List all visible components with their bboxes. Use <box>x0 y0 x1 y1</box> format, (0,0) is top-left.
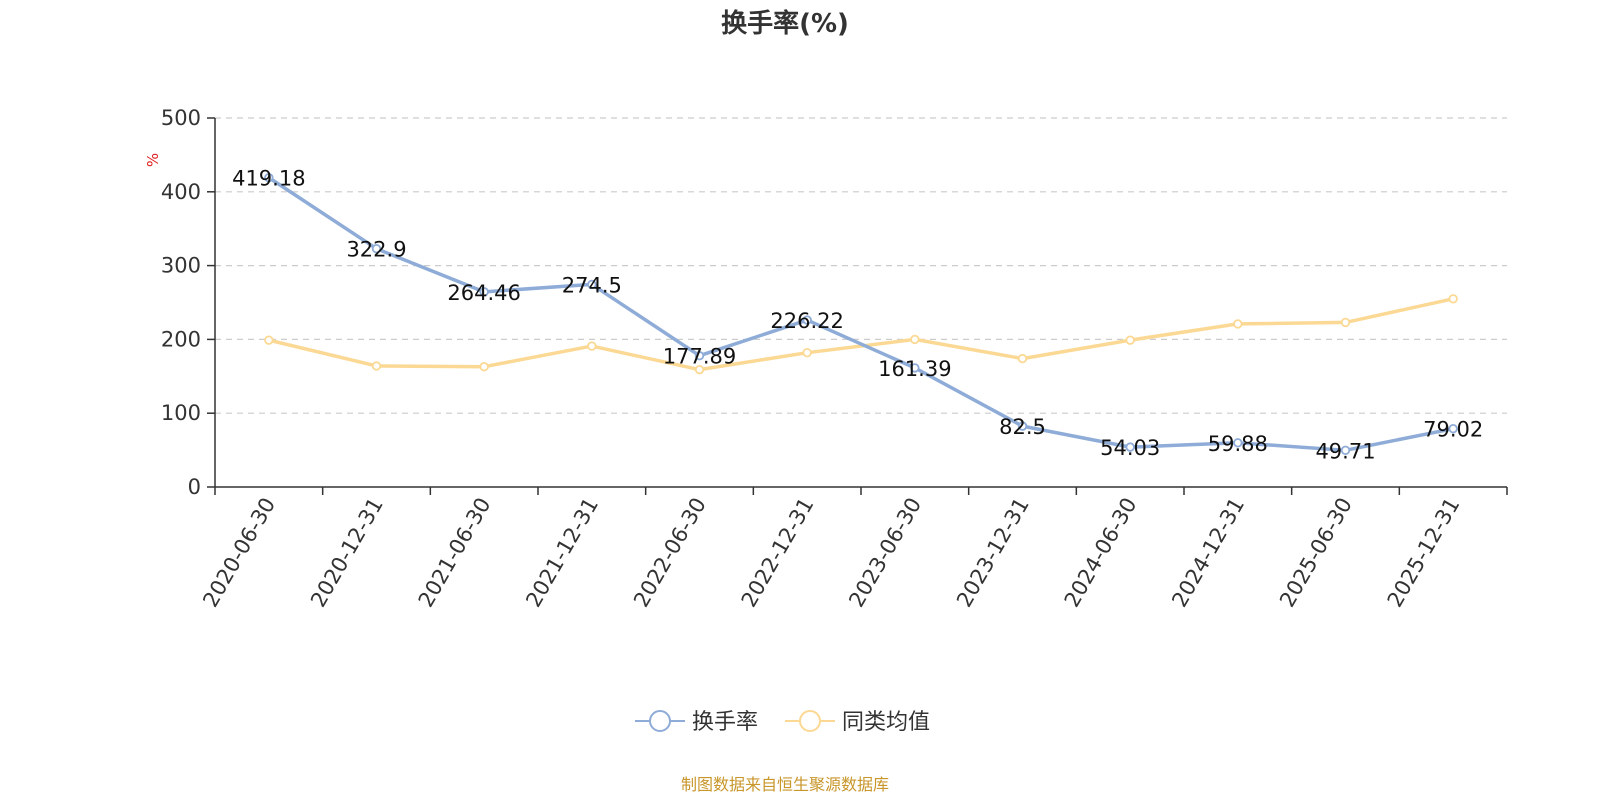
y-tick-label: 0 <box>188 475 201 499</box>
x-tick-label: 2022-06-30 <box>629 494 711 612</box>
data-point <box>802 347 812 358</box>
data-point <box>264 172 274 183</box>
data-point <box>479 362 489 372</box>
data-point <box>371 361 382 371</box>
data-point <box>1017 421 1028 431</box>
x-tick-label: 2024-06-30 <box>1060 494 1142 612</box>
gridlines <box>215 117 1507 414</box>
y-tick-label: 500 <box>161 106 201 130</box>
data-label: 419.18 <box>232 167 305 191</box>
series-line-peer-average <box>267 297 1455 372</box>
data-point <box>587 279 597 290</box>
legend-label: 换手率 <box>692 710 758 735</box>
data-point <box>1448 423 1458 434</box>
data-point <box>1340 317 1351 328</box>
data-label: 49.71 <box>1315 439 1375 463</box>
y-tick-label: 100 <box>161 401 201 425</box>
data-point <box>1448 294 1458 304</box>
data-point <box>802 315 812 325</box>
data-point <box>587 341 597 351</box>
x-tick-label: 2025-06-30 <box>1275 494 1357 612</box>
data-label: 177.89 <box>663 345 736 369</box>
y-axis-unit: % <box>144 153 162 167</box>
data-label: 54.03 <box>1100 436 1160 460</box>
data-point <box>264 335 274 345</box>
data-label: 274.5 <box>562 273 622 297</box>
legend-marker <box>799 710 821 732</box>
data-point <box>694 351 705 361</box>
y-tick-label: 200 <box>161 327 201 351</box>
data-label: 161.39 <box>878 357 951 381</box>
legend-label: 同类均值 <box>842 710 930 735</box>
series-line-turnover <box>267 175 1455 453</box>
data-point <box>1340 445 1351 456</box>
legend-marker <box>649 710 671 732</box>
axes: 0 100 200 300 400 500 2020-06-30 2020-12-31 2021… <box>161 106 1508 612</box>
x-tick-label: 2025-12-31 <box>1383 494 1465 612</box>
data-point <box>371 243 382 254</box>
series-layer <box>264 172 1458 456</box>
data-point <box>1125 442 1135 452</box>
x-tick-label: 2021-06-30 <box>414 493 496 611</box>
data-point <box>479 287 489 297</box>
x-tick-label: 2024-12-31 <box>1167 494 1249 612</box>
data-label: 264.46 <box>447 281 520 305</box>
data-point <box>1233 438 1243 448</box>
y-tick-label: 300 <box>161 254 201 278</box>
x-tick-label: 2023-12-31 <box>952 494 1034 612</box>
legend: 换手率 同类均值 <box>635 710 930 735</box>
x-tick-label: 2020-06-30 <box>198 494 280 612</box>
data-label: 79.02 <box>1423 418 1483 442</box>
data-label: 226.22 <box>770 309 843 333</box>
data-point <box>910 334 920 345</box>
data-label: 82.5 <box>999 415 1046 439</box>
data-point <box>694 364 705 375</box>
x-tick-label: 2023-06-30 <box>844 493 926 611</box>
source-note: 制图数据来自恒生聚源数据库 <box>681 775 889 794</box>
x-tick-label: 2022-12-31 <box>737 494 819 612</box>
data-labels: 419.18 322.9 264.46 274.5 177.89 226.22 161.39… <box>232 167 1483 464</box>
data-point <box>910 363 920 373</box>
chart-title: 换手率(%) <box>721 8 849 39</box>
data-point <box>1125 335 1135 345</box>
x-tick-label: 2021-12-31 <box>521 494 603 612</box>
data-label: 322.9 <box>346 238 406 262</box>
data-point <box>1233 319 1243 329</box>
y-tick-label: 400 <box>161 180 201 204</box>
data-point <box>1017 353 1028 364</box>
data-label: 59.88 <box>1208 432 1268 456</box>
x-tick-label: 2020-12-31 <box>306 494 388 612</box>
